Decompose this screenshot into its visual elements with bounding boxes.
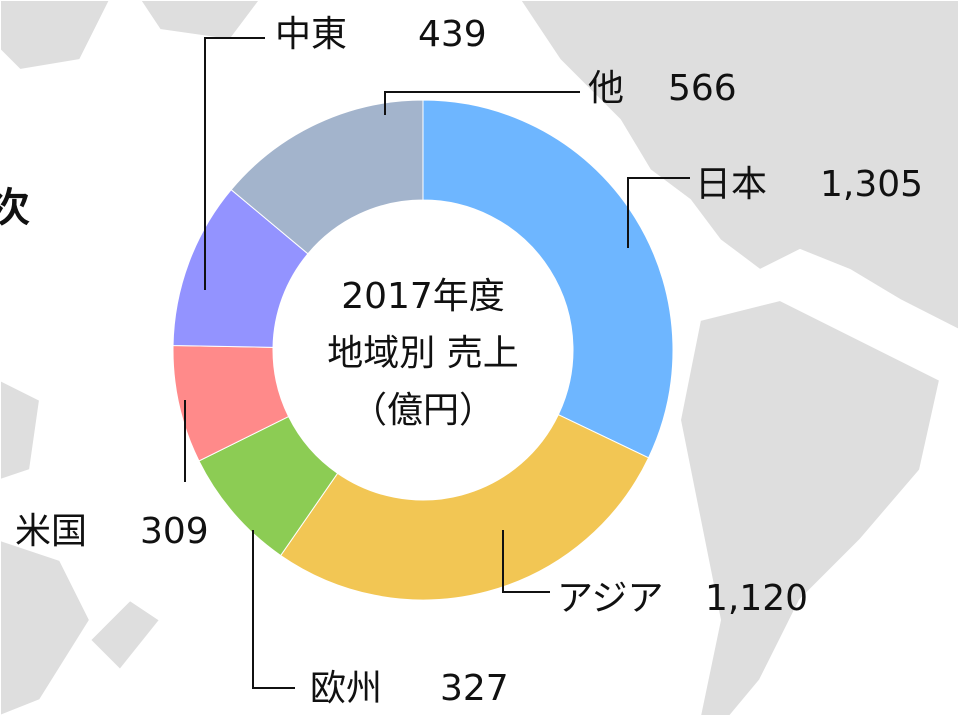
side-text: 次 bbox=[0, 185, 30, 231]
category-label: 欧州 bbox=[310, 668, 382, 709]
category-label: アジア bbox=[557, 578, 664, 619]
value-label: 1,305 bbox=[820, 164, 923, 205]
value-label: 309 bbox=[140, 511, 209, 552]
leader-line bbox=[204, 37, 265, 290]
donut-segment bbox=[279, 414, 650, 601]
category-label: 日本 bbox=[695, 164, 767, 205]
leader-line bbox=[502, 530, 550, 593]
donut-segment bbox=[230, 99, 424, 255]
leader-line bbox=[384, 91, 580, 115]
value-label: 566 bbox=[668, 68, 737, 109]
value-label: 1,120 bbox=[705, 578, 808, 619]
category-label: 中東 bbox=[275, 14, 347, 55]
value-label: 327 bbox=[440, 668, 509, 709]
donut-segment bbox=[422, 99, 674, 459]
leader-line bbox=[252, 530, 295, 689]
labels: 日本 1,305 アジア 1,120 欧州 327 米国 309 中東 439 他 566 bbox=[15, 14, 923, 709]
donut bbox=[172, 99, 674, 601]
center-text: （億円） bbox=[351, 390, 495, 431]
center-text: 2017年度 bbox=[341, 276, 505, 317]
category-label: 他 bbox=[588, 68, 624, 109]
category-label: 米国 bbox=[15, 511, 87, 552]
center-text: 地域別 売上 bbox=[327, 333, 518, 374]
leader-line bbox=[627, 177, 690, 248]
value-label: 439 bbox=[418, 14, 487, 55]
